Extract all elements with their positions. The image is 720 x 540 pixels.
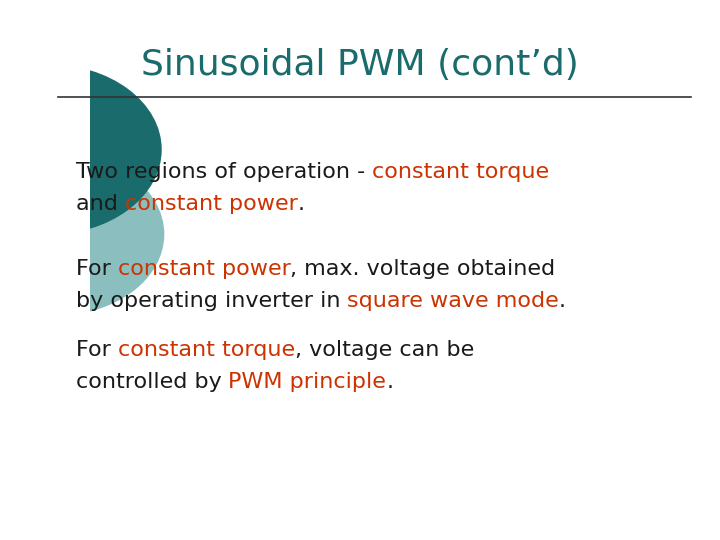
Circle shape: [0, 153, 163, 315]
Circle shape: [0, 65, 161, 234]
Text: and: and: [76, 194, 125, 214]
Text: , max. voltage obtained: , max. voltage obtained: [290, 259, 556, 279]
Text: constant torque: constant torque: [372, 162, 549, 182]
Text: Sinusoidal PWM (cont’d): Sinusoidal PWM (cont’d): [141, 48, 579, 82]
Text: PWM principle: PWM principle: [228, 373, 387, 393]
Text: , voltage can be: , voltage can be: [294, 340, 474, 360]
Text: constant power: constant power: [125, 194, 297, 214]
Text: controlled by: controlled by: [76, 373, 228, 393]
Text: .: .: [559, 292, 566, 312]
Text: .: .: [387, 373, 393, 393]
Text: For: For: [76, 259, 117, 279]
Text: .: .: [297, 194, 305, 214]
Text: constant torque: constant torque: [117, 340, 294, 360]
Text: Two regions of operation -: Two regions of operation -: [76, 162, 372, 182]
Text: by operating inverter in: by operating inverter in: [76, 292, 347, 312]
Text: constant power: constant power: [117, 259, 290, 279]
Text: square wave mode: square wave mode: [347, 292, 559, 312]
Text: For: For: [76, 340, 117, 360]
